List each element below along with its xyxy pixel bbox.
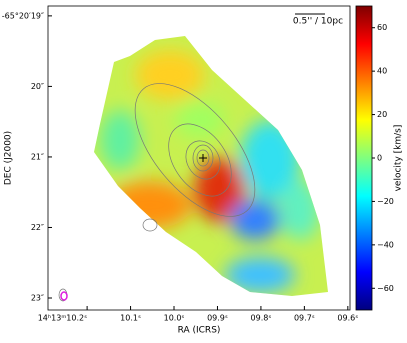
colorbar-tick-label: 0 <box>377 154 382 163</box>
colorbar-label: velocity [km/s] <box>394 125 404 192</box>
colorbar-tick-label: 60 <box>377 23 387 32</box>
x-tick-label: 10.0ˢ <box>164 314 185 323</box>
y-tick-label: -65°20′19″ <box>2 11 44 20</box>
contours <box>58 83 256 302</box>
x-tick-label: 10.1ˢ <box>120 314 141 323</box>
x-tick-label: 09.6ˢ <box>337 314 358 323</box>
velocity-map <box>94 36 328 296</box>
colorbar <box>355 5 373 311</box>
x-tick-label: 09.8ˢ <box>251 314 272 323</box>
y-tick-label: 22″ <box>31 223 44 232</box>
colorbar-tick-label: 20 <box>377 110 387 119</box>
scale-bar: 0.5'' / 10pc <box>293 17 343 27</box>
x-tick-label: 09.7ˢ <box>294 314 315 323</box>
x-tick-label: 09.9ˢ <box>207 314 228 323</box>
colorbar-tick-label: −60 <box>377 284 394 293</box>
x-tick-label: 14ʰ13ᵐ10.2ˢ <box>38 314 87 323</box>
colorbar-tick-label: −20 <box>377 197 394 206</box>
y-axis-label: DEC (J2000) <box>4 131 14 185</box>
plot-frame <box>47 5 351 311</box>
x-axis-label: RA (ICRS) <box>178 326 221 336</box>
y-tick-label: 21″ <box>31 152 44 161</box>
y-tick-label: 20″ <box>31 82 44 91</box>
colorbar-tick-label: 40 <box>377 67 387 76</box>
colorbar-tick-label: −40 <box>377 240 394 249</box>
beam <box>60 291 68 301</box>
y-tick-label: 23″ <box>31 294 44 303</box>
center-marker <box>199 154 207 162</box>
